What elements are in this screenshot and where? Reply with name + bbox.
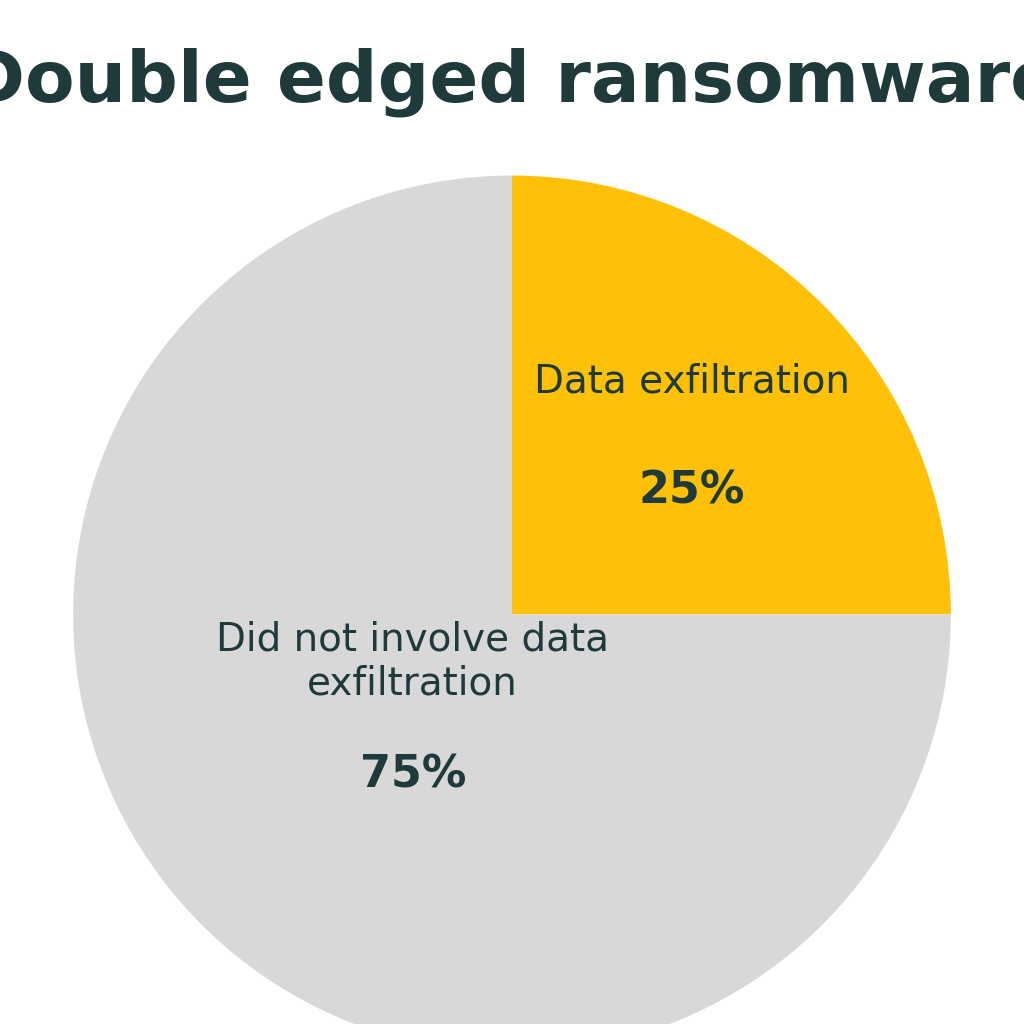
Text: Did not involve data
exfiltration: Did not involve data exfiltration bbox=[216, 621, 609, 702]
Text: Data exfiltration: Data exfiltration bbox=[535, 362, 850, 400]
Wedge shape bbox=[512, 175, 951, 614]
Text: 75%: 75% bbox=[359, 754, 466, 797]
Text: Double edged ransomware: Double edged ransomware bbox=[0, 47, 1024, 117]
Wedge shape bbox=[73, 175, 951, 1024]
Text: 25%: 25% bbox=[639, 470, 745, 513]
